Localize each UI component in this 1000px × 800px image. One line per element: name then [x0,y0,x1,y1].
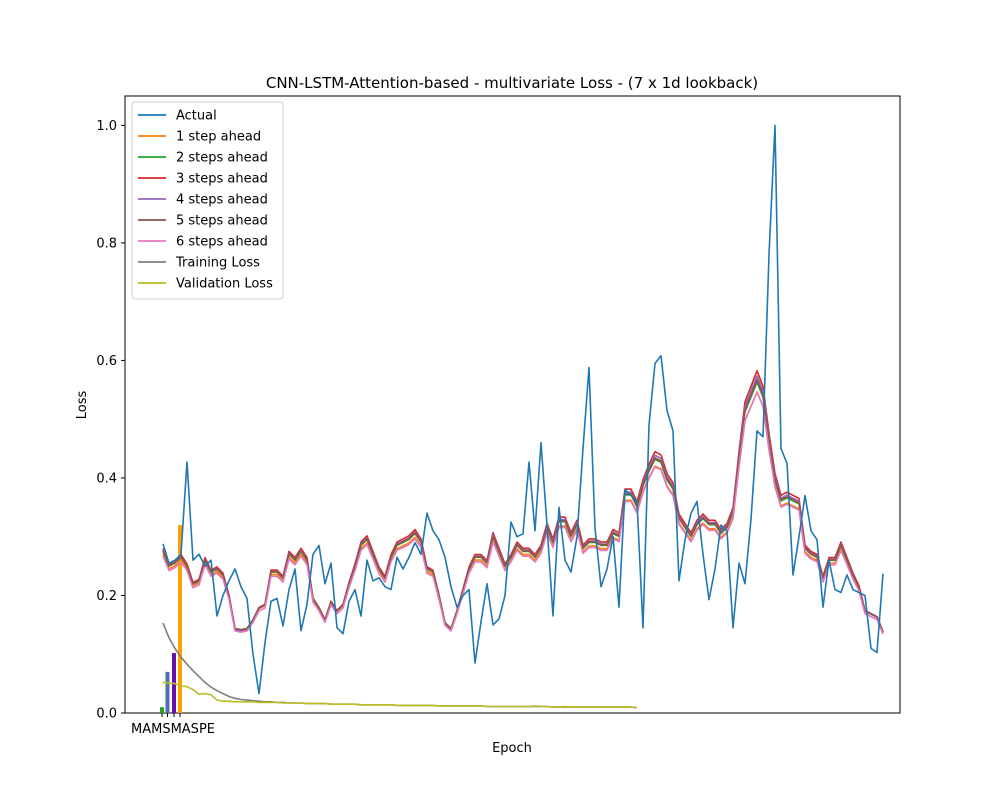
legend-label: Actual [176,109,217,124]
legend-label: 4 steps ahead [176,193,268,208]
chart-title: CNN-LSTM-Attention-based - multivariate … [266,74,758,92]
series-lines [162,124,884,709]
metric-bar-mae [160,707,164,713]
legend-label: Training Loss [175,256,260,271]
y-tick-label: 1.0 [96,119,117,134]
x-axis-label: Epoch [492,741,532,756]
series-line-6-steps-ahead [162,391,884,635]
legend-label: 5 steps ahead [176,214,268,229]
legend-label: 1 step ahead [176,130,261,145]
legend-label: 3 steps ahead [176,172,268,187]
legend-label: 6 steps ahead [176,235,268,250]
y-axis-label: Loss [75,391,90,420]
y-tick-label: 0.6 [96,354,117,369]
y-tick-label: 0.0 [96,707,117,722]
series-line-validation-loss [162,681,638,709]
y-tick-label: 0.2 [96,589,117,604]
y-tick-label: 0.4 [96,471,117,486]
legend-label: Validation Loss [176,277,273,292]
x-tick-labels: MAMSMASPE [131,722,215,737]
metric-bar-mse [165,671,170,713]
legend-label: 2 steps ahead [176,151,268,166]
legend: Actual 1 step ahead 2 steps ahead 3 steps a… [131,101,284,300]
series-line-actual [162,124,884,695]
legend-box [131,101,284,300]
x-axis-ticks: MAMSMASPE [131,713,215,737]
metric-bar-mape [178,524,182,713]
y-tick-label: 0.8 [96,236,117,251]
series-line-5-steps-ahead [162,379,884,632]
y-axis-ticks: 0.0 0.2 0.4 0.6 0.8 1.0 [96,119,125,722]
